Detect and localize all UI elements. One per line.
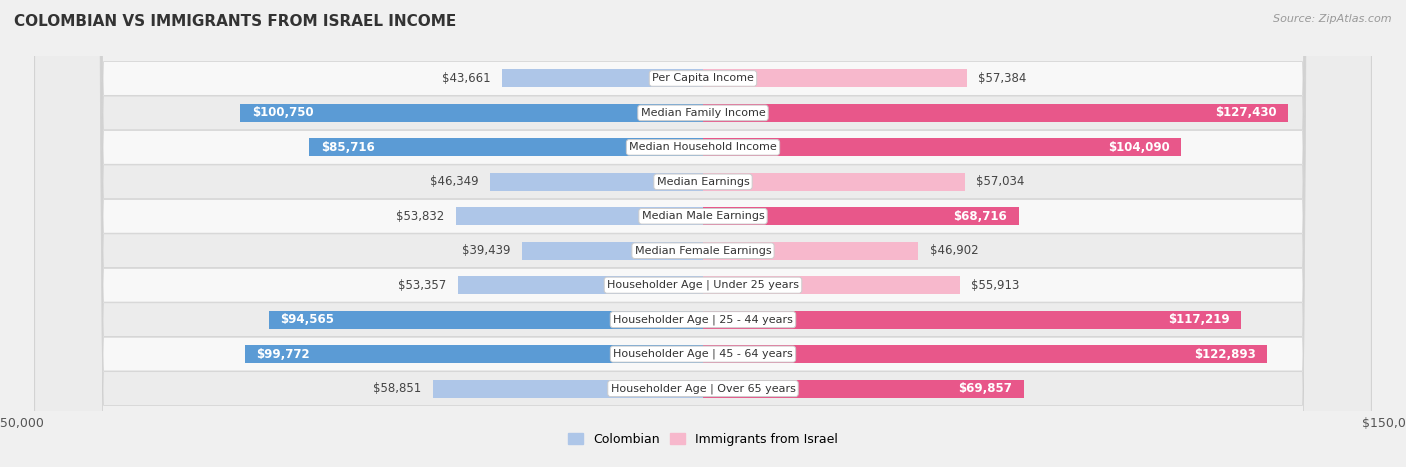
Bar	[703, 276, 960, 294]
Bar	[703, 70, 966, 87]
Text: Householder Age | Over 65 years: Householder Age | Over 65 years	[610, 383, 796, 394]
Text: Median Female Earnings: Median Female Earnings	[634, 246, 772, 256]
Bar	[309, 138, 703, 156]
Text: $68,716: $68,716	[953, 210, 1007, 223]
Bar	[456, 207, 703, 225]
Bar	[703, 345, 1267, 363]
Text: $117,219: $117,219	[1168, 313, 1230, 326]
FancyBboxPatch shape	[35, 0, 1371, 467]
Text: $39,439: $39,439	[463, 244, 510, 257]
FancyBboxPatch shape	[35, 0, 1371, 467]
Bar	[491, 173, 703, 191]
FancyBboxPatch shape	[35, 0, 1371, 467]
Text: $55,913: $55,913	[972, 279, 1019, 292]
Legend: Colombian, Immigrants from Israel: Colombian, Immigrants from Israel	[564, 428, 842, 451]
FancyBboxPatch shape	[35, 0, 1371, 467]
Text: $127,430: $127,430	[1215, 106, 1277, 120]
Text: $46,902: $46,902	[929, 244, 979, 257]
Text: COLOMBIAN VS IMMIGRANTS FROM ISRAEL INCOME: COLOMBIAN VS IMMIGRANTS FROM ISRAEL INCO…	[14, 14, 457, 29]
Text: $43,661: $43,661	[443, 72, 491, 85]
Text: $46,349: $46,349	[430, 175, 478, 188]
FancyBboxPatch shape	[35, 0, 1371, 467]
Bar	[269, 311, 703, 329]
FancyBboxPatch shape	[35, 0, 1371, 467]
Text: $100,750: $100,750	[252, 106, 314, 120]
Bar	[703, 138, 1181, 156]
Text: $53,832: $53,832	[396, 210, 444, 223]
Text: $85,716: $85,716	[321, 141, 374, 154]
Text: Householder Age | 45 - 64 years: Householder Age | 45 - 64 years	[613, 349, 793, 359]
Bar	[703, 242, 918, 260]
Bar	[522, 242, 703, 260]
Bar	[245, 345, 703, 363]
Text: Median Earnings: Median Earnings	[657, 177, 749, 187]
Text: Median Male Earnings: Median Male Earnings	[641, 211, 765, 221]
Bar	[703, 207, 1018, 225]
FancyBboxPatch shape	[35, 0, 1371, 467]
Bar	[703, 311, 1241, 329]
FancyBboxPatch shape	[35, 0, 1371, 467]
Text: Source: ZipAtlas.com: Source: ZipAtlas.com	[1274, 14, 1392, 24]
Bar	[703, 380, 1024, 397]
Text: $104,090: $104,090	[1108, 141, 1170, 154]
FancyBboxPatch shape	[35, 0, 1371, 467]
Text: $69,857: $69,857	[959, 382, 1012, 395]
Text: Median Household Income: Median Household Income	[628, 142, 778, 152]
Text: $53,357: $53,357	[398, 279, 447, 292]
Bar	[240, 104, 703, 122]
Text: Householder Age | 25 - 44 years: Householder Age | 25 - 44 years	[613, 314, 793, 325]
Text: $99,772: $99,772	[256, 347, 309, 361]
Bar	[458, 276, 703, 294]
Bar	[502, 70, 703, 87]
Text: Median Family Income: Median Family Income	[641, 108, 765, 118]
Text: $94,565: $94,565	[280, 313, 335, 326]
Bar	[433, 380, 703, 397]
Text: $57,384: $57,384	[979, 72, 1026, 85]
Bar	[703, 173, 965, 191]
Text: $57,034: $57,034	[976, 175, 1025, 188]
Text: $58,851: $58,851	[373, 382, 422, 395]
Text: $122,893: $122,893	[1194, 347, 1256, 361]
FancyBboxPatch shape	[35, 0, 1371, 467]
Text: Per Capita Income: Per Capita Income	[652, 73, 754, 84]
Text: Householder Age | Under 25 years: Householder Age | Under 25 years	[607, 280, 799, 290]
Bar	[703, 104, 1288, 122]
